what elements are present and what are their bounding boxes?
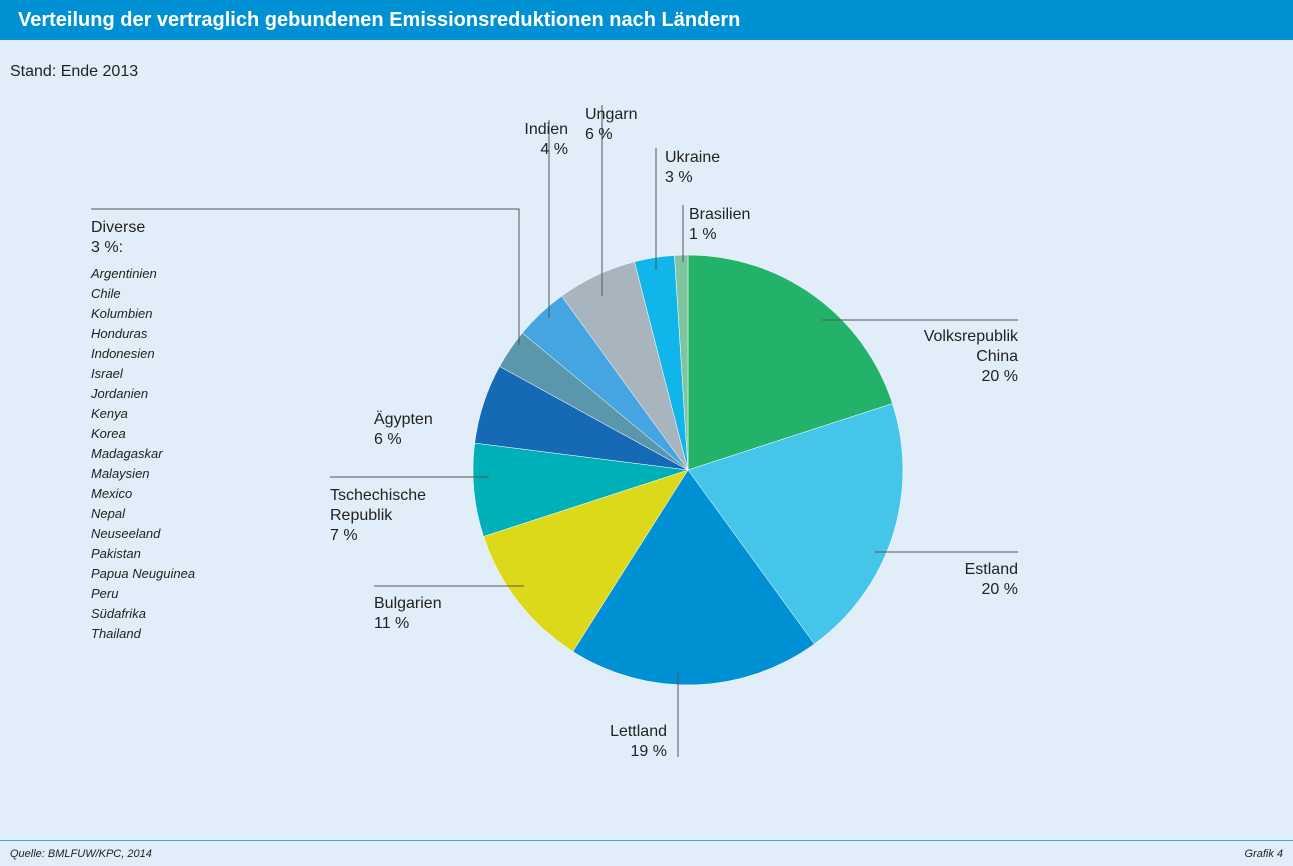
annotation: Israel [91, 366, 123, 381]
category-label: Tschechische Republik [330, 487, 427, 524]
annotation: Südafrika [91, 606, 146, 621]
slice-label: Lettland 19 % [610, 722, 667, 762]
value-label: 1 % [689, 226, 717, 243]
annotation: Papua Neuguinea [91, 566, 196, 581]
slice-label: Bulgarien 11 % [374, 594, 442, 634]
annotation: Madagaskar [91, 446, 163, 461]
category-label: Diverse [91, 219, 146, 236]
annotation: Kenya [91, 406, 128, 421]
annotation: Peru [91, 586, 119, 601]
slice-label: Brasilien 1 % [689, 205, 750, 245]
value-label: 20 % [981, 368, 1018, 385]
slice-label: Tschechische Republik 7 % [330, 486, 426, 546]
slice-label: Estland 20 % [965, 560, 1018, 600]
value-label: 4 % [540, 141, 568, 158]
annotation: Thailand [91, 626, 141, 641]
leader-line [91, 208, 520, 345]
category-label: Lettland [610, 723, 667, 740]
category-label: Estland [964, 561, 1018, 578]
annotation: Malaysien [91, 466, 150, 481]
slice-label: Indien 4 % [524, 120, 568, 160]
category-label: Brasilien [689, 206, 751, 223]
annotation: Nepal [91, 506, 125, 521]
subtitle: Stand: Ende 2013 [10, 63, 139, 80]
pie-slice [687, 254, 893, 471]
annotation: Kolumbien [91, 306, 153, 321]
value-label: 6 % [374, 431, 402, 448]
category-label: Bulgarien [374, 595, 442, 612]
slice-label: Volksrepublik China 20 % [924, 327, 1018, 387]
annotation: Neuseeland [91, 526, 161, 541]
value-label: 6 % [585, 126, 613, 143]
value-label: 11 % [374, 615, 410, 632]
pie-slice [483, 469, 689, 652]
value-label: 7 % [330, 527, 358, 544]
value-label: 19 % [630, 743, 667, 760]
source: Quelle: BMLFUW/KPC, 2014 [10, 848, 152, 860]
slice-label: Ägypten 6 % [374, 410, 433, 450]
category-label: Ungarn [585, 106, 638, 123]
slice-label: Ungarn 6 % [585, 105, 637, 145]
chart-title: Verteilung der vertraglich gebundenen Em… [18, 9, 741, 31]
value-label: 3 %: [91, 239, 124, 256]
header-bar [0, 0, 1293, 40]
annotation: Argentinien [91, 266, 157, 281]
slice-label: Ukraine 3 % [665, 148, 720, 188]
value-label: 20 % [981, 581, 1018, 598]
footer-line [0, 840, 1293, 841]
annotation: Korea [91, 426, 126, 441]
pie-slice [674, 254, 689, 471]
annotation: Indonesien [91, 346, 155, 361]
annotation: Pakistan [91, 546, 141, 561]
category-label: Ukraine [665, 149, 721, 166]
category-label: Ägypten [374, 411, 433, 428]
annotation: Honduras [91, 326, 148, 341]
figure-label: Grafik 4 [1244, 848, 1283, 860]
annotation: Chile [91, 286, 121, 301]
annotation: Mexico [91, 486, 133, 501]
category-label: Indien [524, 121, 568, 138]
pie-slice [572, 469, 815, 686]
annotation: Jordanien [91, 386, 149, 401]
value-label: 3 % [665, 169, 693, 186]
category-label: Volksrepublik China [923, 328, 1018, 365]
slice-label: Diverse 3 %: [91, 218, 145, 258]
pie-slice [687, 403, 904, 645]
